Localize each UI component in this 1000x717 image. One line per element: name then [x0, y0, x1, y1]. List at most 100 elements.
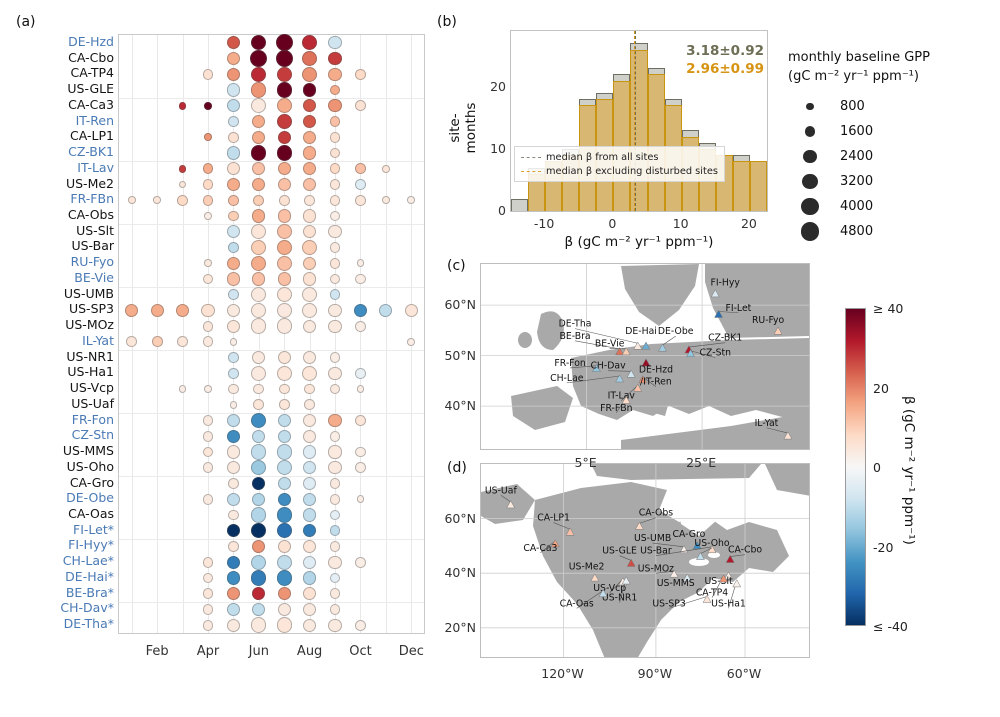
gpp-beta-dot	[278, 383, 290, 395]
site-leader-line	[566, 375, 620, 384]
longitude-tick-label: 25°E	[686, 455, 717, 470]
gpp-beta-dot	[126, 336, 138, 348]
size-dot-cell	[788, 149, 832, 164]
gpp-beta-dot	[202, 588, 214, 600]
site-label: US-UMB	[63, 285, 114, 301]
x-tick-label: -10	[533, 216, 555, 231]
colorbar-axis-label: β (gC m⁻² yr⁻¹ ppm⁻¹)	[901, 395, 917, 545]
gpp-beta-dot	[328, 51, 342, 66]
gpp-beta-dot	[226, 36, 240, 50]
gpp-beta-dot	[226, 225, 240, 239]
gpp-beta-dot	[276, 239, 292, 256]
site-label: US-Vcp	[69, 380, 114, 396]
site-label: US-Slt	[76, 222, 114, 238]
gpp-beta-dot	[329, 242, 341, 253]
gpp-beta-dot	[355, 619, 366, 631]
gpp-beta-dot	[329, 352, 341, 363]
size-dot-cell	[788, 222, 832, 241]
gridline-horizontal	[119, 601, 424, 603]
gpp-beta-dot	[178, 385, 187, 393]
gpp-beta-dot	[227, 383, 239, 395]
gpp-beta-dot	[277, 539, 291, 554]
latitude-tick-label: 40°N	[444, 565, 476, 581]
gpp-beta-dot	[251, 318, 267, 334]
colorbar-tick-label: ≥ 40	[873, 301, 904, 316]
gpp-beta-dot	[227, 509, 239, 521]
gpp-beta-dot	[177, 194, 188, 206]
gpp-beta-dot	[355, 462, 366, 474]
gpp-size-dot	[800, 222, 820, 241]
gpp-beta-dot	[301, 50, 318, 67]
gpp-size-dot	[801, 197, 819, 216]
gpp-beta-dot	[227, 116, 239, 127]
size-legend-value: 3200	[840, 174, 874, 189]
gpp-beta-dot	[251, 444, 267, 460]
gpp-beta-dot	[276, 224, 292, 240]
gridline-vertical	[309, 35, 311, 633]
gpp-beta-dot	[329, 210, 341, 222]
site-marker-label: FR-FBn	[600, 403, 633, 414]
gpp-beta-dot	[250, 50, 268, 68]
gpp-beta-dot	[304, 383, 316, 395]
gpp-beta-dot	[329, 257, 341, 269]
gpp-beta-dot	[226, 413, 240, 428]
gpp-beta-dot	[303, 114, 317, 129]
panel-d-label: (d)	[447, 460, 467, 476]
site-marker	[641, 358, 651, 367]
site-label: CA-TP4	[70, 65, 115, 81]
gpp-beta-dot	[303, 539, 317, 554]
gpp-beta-dot	[226, 303, 240, 317]
gpp-beta-dot	[328, 461, 342, 475]
site-marker-label: IL-Yat	[755, 418, 779, 429]
gridline-vertical	[157, 35, 159, 633]
x-tick-label: Feb	[145, 644, 169, 659]
site-marker	[682, 573, 692, 582]
gpp-beta-dot	[303, 177, 317, 192]
gpp-beta-dot	[226, 461, 240, 475]
gridline-vertical	[131, 35, 133, 633]
europe-landmass	[511, 264, 809, 449]
gpp-beta-dot	[252, 114, 266, 129]
gpp-beta-dot	[276, 287, 292, 303]
site-marker	[626, 369, 636, 378]
site-marker-label: BE-Bra	[559, 331, 590, 342]
gpp-beta-dot	[355, 367, 366, 379]
gridline-vertical	[182, 35, 184, 633]
gpp-beta-dot	[252, 492, 266, 506]
gpp-beta-dot	[328, 319, 342, 333]
gridline-horizontal	[119, 412, 424, 414]
site-label: CH-Dav*	[60, 600, 114, 616]
colorbar-tick-label: 0	[873, 460, 881, 475]
site-label: US-MMS	[62, 443, 114, 459]
gpp-beta-dot	[355, 194, 366, 206]
site-label: US-Ha1	[67, 364, 114, 380]
gpp-beta-dot	[251, 523, 267, 539]
site-label: CA-LP1	[70, 128, 114, 144]
size-legend-value: 4800	[840, 224, 874, 239]
gpp-beta-dot	[329, 525, 341, 537]
gpp-beta-dot	[252, 587, 266, 601]
gpp-beta-dot	[202, 430, 214, 442]
gpp-beta-dot	[226, 51, 240, 66]
site-marker-label: FR-Fon	[554, 358, 585, 369]
site-marker-label: FI-Let	[725, 303, 751, 314]
gpp-beta-dot	[202, 556, 214, 568]
gridline-horizontal	[119, 349, 424, 351]
gpp-beta-dot	[303, 618, 317, 632]
gpp-beta-dot	[253, 399, 265, 411]
gpp-beta-dot	[251, 412, 267, 429]
site-marker-label: CA-TP4	[696, 588, 728, 599]
gpp-beta-dot	[275, 34, 293, 52]
size-legend-value: 4000	[840, 199, 874, 214]
hist-bar-all-sites	[511, 198, 529, 211]
gpp-beta-dot	[276, 523, 292, 539]
gpp-beta-dot	[276, 617, 292, 633]
latitude-tick-label: 50°N	[444, 347, 476, 363]
gpp-beta-dot	[253, 194, 265, 206]
gpp-beta-dot	[303, 587, 317, 601]
site-leader-line	[639, 517, 656, 524]
site-marker-label: CZ-Stn	[700, 348, 732, 359]
gpp-beta-dot	[276, 82, 292, 98]
y-tick-label: 10	[490, 140, 506, 156]
beta-colorbar	[845, 308, 866, 626]
